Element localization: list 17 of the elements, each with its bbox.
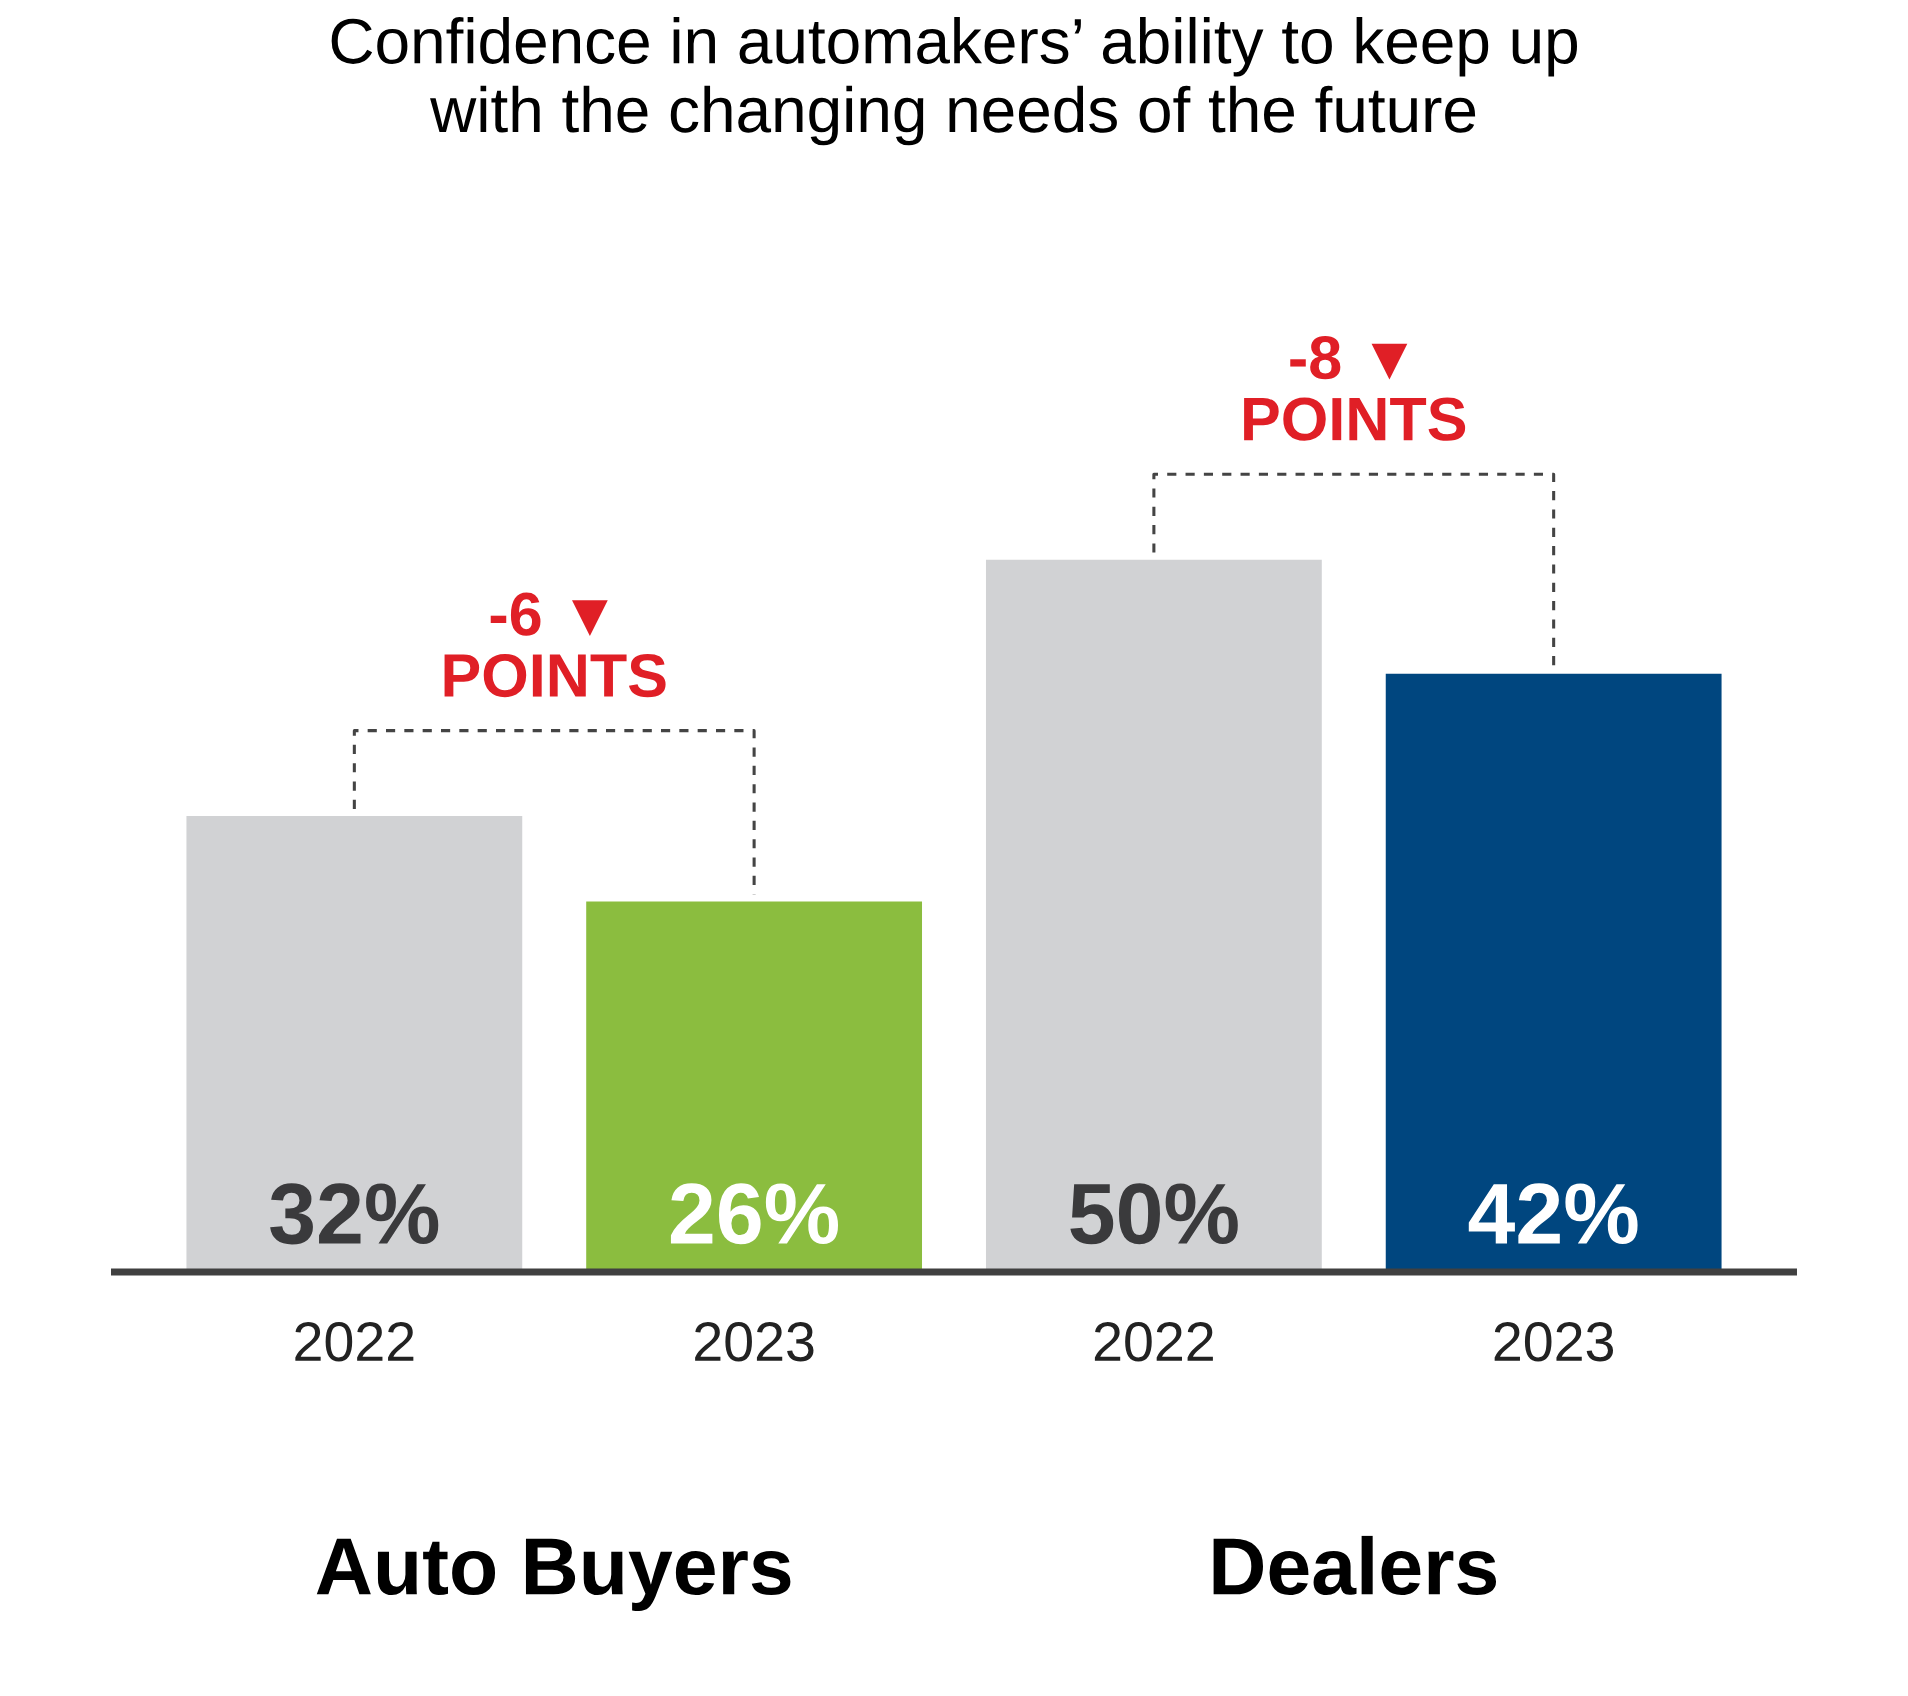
chart-title: Confidence in automakers’ ability to keep up with the changing needs of the future: [331, 16, 1577, 146]
bar: [586, 901, 923, 1272]
x-tick-label: 2022: [295, 1322, 414, 1362]
bar: [186, 816, 523, 1272]
bar: [1385, 673, 1722, 1272]
text: -8 ▼ POINTS: [1244, 336, 1466, 441]
data-label: 50%: [1070, 1183, 1238, 1245]
x-tick-label: 2022: [1094, 1322, 1213, 1362]
x-tick-label: 2023: [695, 1322, 814, 1362]
text: Auto Buyers: [316, 1538, 791, 1611]
data-label: 32%: [270, 1183, 439, 1245]
bar: [985, 559, 1322, 1272]
text: Dealers: [1213, 1535, 1497, 1596]
annotation: -6 ▼ POINTS: [444, 592, 666, 698]
data-label: 26%: [670, 1183, 839, 1245]
x-tick-label: 2023: [1494, 1322, 1614, 1362]
data-label: 42%: [1468, 1183, 1638, 1245]
